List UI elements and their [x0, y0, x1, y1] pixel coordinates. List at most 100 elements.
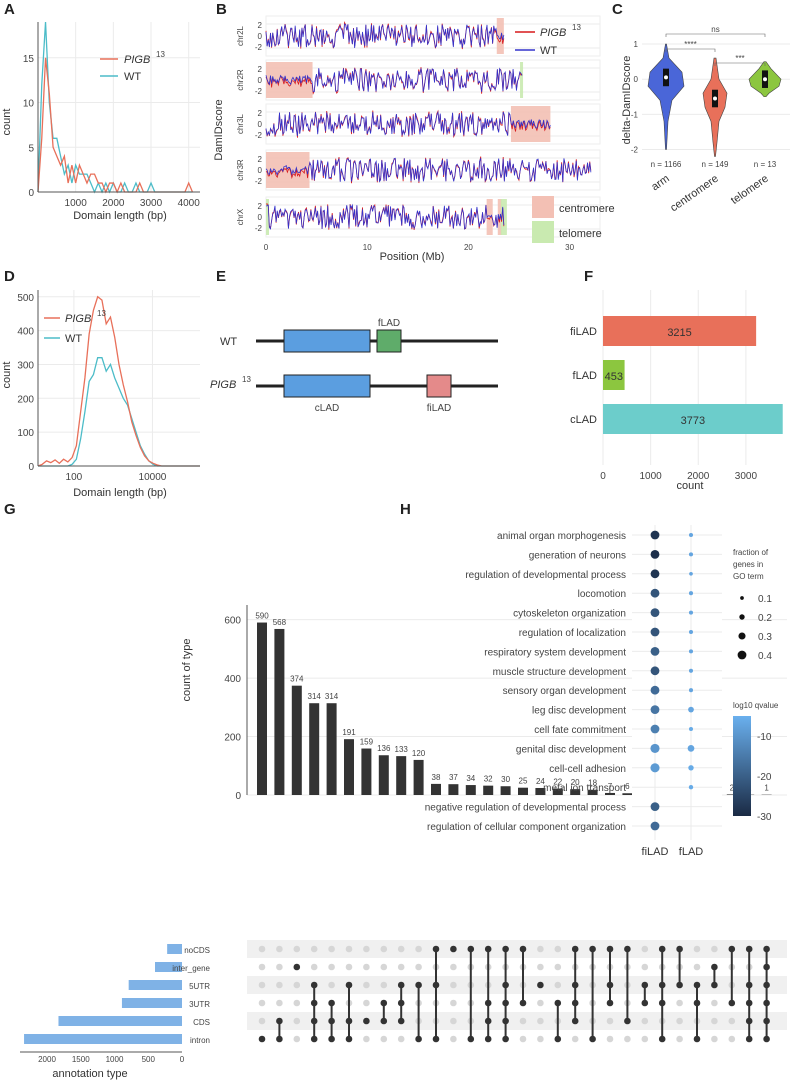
- b-legend-wt: WT: [540, 45, 557, 57]
- b-track-name: chr2R: [236, 69, 245, 91]
- g-matrix-dot: [728, 1035, 736, 1043]
- d-y-tick: 500: [17, 293, 34, 304]
- g-set-label: inter_gene: [172, 964, 210, 973]
- panel-label-c: C: [612, 1, 623, 18]
- h-dot-filad[interactable]: [650, 627, 660, 637]
- g-intersection-bar: [570, 789, 581, 795]
- h-dot-flad[interactable]: [688, 706, 694, 713]
- g-matrix-dot: [676, 1035, 683, 1043]
- g-intersection-bar: [274, 628, 285, 795]
- h-size-legend-label: 0.1: [758, 594, 772, 605]
- h-dot-filad[interactable]: [650, 705, 660, 714]
- h-dot-filad[interactable]: [650, 569, 660, 579]
- g-bar-label: 7: [608, 782, 613, 791]
- f-bar-label: 453: [605, 371, 623, 383]
- h-dot-filad[interactable]: [650, 608, 660, 617]
- h-dot-filad[interactable]: [650, 743, 660, 753]
- h-term-label: animal organ morphogenesis: [497, 531, 626, 542]
- h-color-legend-bar: [733, 716, 751, 816]
- b-track-chr2L: 2 0 -2 chr2L: [236, 15, 601, 57]
- h-dot-flad[interactable]: [688, 591, 694, 596]
- g-intersection-bar: [726, 794, 737, 795]
- g-matrix-dot: [276, 999, 283, 1007]
- h-size-legend-dot: [737, 650, 747, 660]
- h-size-legend-title: GO term: [733, 572, 764, 581]
- b-y-tick: 2: [258, 65, 263, 74]
- h-dot-filad[interactable]: [650, 763, 660, 773]
- h-dot-flad[interactable]: [688, 668, 694, 673]
- f-bar-cLAD: [603, 404, 783, 434]
- b-legend-lines: PIGB 13 WT: [515, 23, 581, 57]
- panel-e-schematic: WT fLAD PIGB 13 cLAD fiLAD: [210, 318, 498, 414]
- g-intersection-bar: [622, 793, 633, 795]
- h-column-label: fLAD: [679, 846, 704, 858]
- g-matrix-dot: [363, 999, 370, 1007]
- g-matrix-dot: [293, 981, 301, 989]
- h-dot-flad[interactable]: [688, 610, 694, 615]
- h-dot-flad[interactable]: [688, 688, 694, 693]
- h-dot-filad[interactable]: [650, 550, 660, 559]
- g-intersection-bar: [483, 785, 494, 795]
- b-track-name: chrX: [236, 208, 245, 225]
- b-legend-centromere-swatch: [532, 196, 554, 218]
- h-dot-flad[interactable]: [688, 532, 694, 538]
- c-violin-arm: [647, 43, 685, 150]
- h-dot-flad[interactable]: [688, 649, 694, 654]
- panel-label-h: H: [400, 501, 411, 518]
- g-matrix-dot: [363, 1035, 370, 1043]
- h-term-label: regulation of developmental process: [465, 570, 626, 581]
- e-wt-clad-box: [283, 329, 371, 353]
- h-dot-flad[interactable]: [688, 785, 694, 790]
- panel-h-dotplot[interactable]: animal organ morphogenesis generation of …: [425, 525, 779, 858]
- h-dot-flad[interactable]: [688, 552, 694, 557]
- c-x-tick: centromere: [668, 173, 720, 215]
- g-set-x-tick: 1500: [72, 1055, 90, 1064]
- h-dot-flad[interactable]: [688, 765, 694, 771]
- h-dot-flad[interactable]: [688, 726, 694, 732]
- g-matrix-dot: [693, 945, 701, 953]
- h-dot-filad[interactable]: [650, 802, 660, 811]
- panel-f-bar-chart: 0 1000 2000 3000 3215 fiLAD 453 fLAD 3773 cLAD c…: [570, 290, 783, 492]
- a-x-label: Domain length (bp): [73, 210, 167, 222]
- g-matrix-dot: [276, 963, 283, 971]
- g-matrix-dot: [415, 963, 422, 971]
- g-matrix-dot: [380, 963, 388, 971]
- g-matrix-dot: [397, 1035, 405, 1043]
- h-dot-flad[interactable]: [689, 571, 693, 576]
- b-y-tick: 2: [258, 21, 263, 30]
- g-intersection-bar: [535, 787, 546, 795]
- h-dot-flad[interactable]: [687, 745, 695, 752]
- h-dot-filad[interactable]: [650, 588, 660, 598]
- h-dot-filad[interactable]: [650, 724, 660, 734]
- g-set-bar-intron: [24, 1034, 182, 1044]
- b-y-tick: -2: [255, 43, 263, 52]
- g-set-axis-label: annotation type: [52, 1068, 127, 1080]
- d-y-tick: 200: [17, 394, 34, 405]
- h-dot-filad[interactable]: [650, 685, 660, 695]
- c-n-label: n = 1166: [651, 160, 682, 169]
- h-dot-flad[interactable]: [688, 629, 694, 635]
- b-y-label: DamIDscore: [213, 99, 225, 160]
- h-dot-filad[interactable]: [650, 821, 660, 831]
- b-track-bg: [265, 59, 601, 101]
- g-intersection-bar: [448, 784, 459, 795]
- a-legend-wt: WT: [124, 71, 141, 83]
- c-sig-label: ***: [735, 54, 744, 63]
- h-size-legend-label: 0.3: [758, 632, 772, 643]
- a-x-tick: 3000: [140, 198, 163, 209]
- g-bar-label: 18: [588, 779, 597, 788]
- g-intersection-bar: [378, 755, 389, 795]
- h-dot-filad[interactable]: [650, 530, 660, 540]
- f-bar-fLAD: [603, 360, 625, 390]
- b-x-tick: 10: [363, 243, 372, 252]
- g-y-tick: 0: [235, 791, 241, 802]
- g-intersection-bar: [291, 685, 302, 795]
- c-sig-label: ****: [684, 40, 696, 49]
- h-dot-filad[interactable]: [650, 647, 660, 656]
- g-matrix-dot: [450, 999, 457, 1007]
- f-bar-label: 3773: [681, 415, 705, 427]
- b-y-tick: 0: [258, 213, 263, 222]
- h-dot-filad[interactable]: [650, 666, 660, 676]
- g-matrix-dot: [554, 963, 562, 971]
